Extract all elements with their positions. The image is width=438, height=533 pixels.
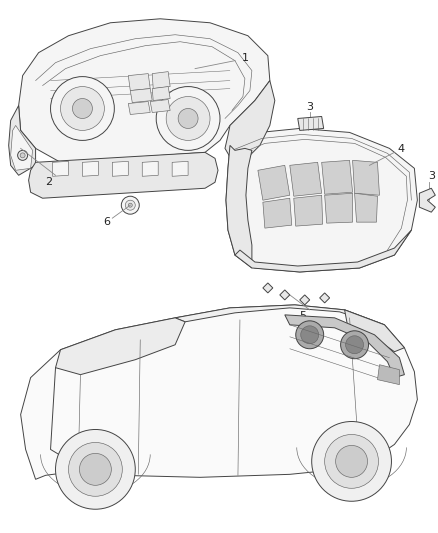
Text: 4: 4 (398, 144, 405, 155)
Polygon shape (152, 86, 170, 101)
Polygon shape (285, 315, 404, 378)
Polygon shape (128, 101, 150, 115)
Text: 2: 2 (45, 177, 52, 187)
Circle shape (128, 203, 132, 207)
Polygon shape (112, 161, 128, 176)
Polygon shape (294, 195, 323, 226)
Polygon shape (258, 165, 290, 200)
Polygon shape (9, 106, 35, 175)
Polygon shape (150, 100, 170, 112)
Text: 3: 3 (428, 171, 435, 181)
Polygon shape (226, 146, 252, 268)
Circle shape (296, 321, 324, 349)
Text: 5: 5 (299, 311, 306, 321)
Polygon shape (128, 74, 150, 91)
Circle shape (60, 86, 104, 131)
Polygon shape (378, 365, 399, 385)
Polygon shape (82, 161, 99, 176)
Polygon shape (355, 193, 378, 222)
Circle shape (18, 150, 28, 160)
Circle shape (178, 109, 198, 128)
Polygon shape (263, 198, 292, 228)
Polygon shape (320, 293, 330, 303)
Circle shape (20, 153, 25, 158)
Circle shape (50, 77, 114, 140)
Polygon shape (353, 160, 379, 195)
Circle shape (156, 86, 220, 150)
Polygon shape (345, 310, 404, 352)
Circle shape (325, 434, 378, 488)
Circle shape (56, 430, 135, 509)
Circle shape (125, 200, 135, 210)
Circle shape (341, 331, 368, 359)
Polygon shape (152, 71, 170, 88)
Polygon shape (130, 88, 152, 102)
Circle shape (72, 99, 92, 118)
Circle shape (301, 326, 319, 344)
Polygon shape (142, 161, 158, 176)
Circle shape (312, 422, 392, 501)
Text: 1: 1 (241, 53, 248, 63)
Polygon shape (56, 318, 185, 375)
Polygon shape (172, 161, 188, 176)
Circle shape (166, 96, 210, 140)
Polygon shape (419, 188, 435, 212)
Polygon shape (11, 125, 32, 171)
Polygon shape (226, 128, 417, 272)
Polygon shape (235, 230, 411, 272)
Circle shape (336, 446, 367, 478)
Polygon shape (280, 290, 290, 300)
Text: 6: 6 (103, 217, 110, 227)
Polygon shape (300, 295, 310, 305)
Polygon shape (53, 161, 68, 176)
Polygon shape (290, 163, 321, 196)
Circle shape (346, 336, 364, 354)
Circle shape (79, 454, 111, 486)
Polygon shape (175, 305, 385, 325)
Polygon shape (28, 152, 218, 198)
Polygon shape (263, 283, 273, 293)
Circle shape (121, 196, 139, 214)
Polygon shape (325, 193, 353, 223)
Polygon shape (21, 305, 417, 479)
Polygon shape (19, 19, 270, 163)
Polygon shape (321, 160, 353, 194)
Polygon shape (298, 117, 324, 131)
Text: 3: 3 (306, 101, 313, 111)
Circle shape (68, 442, 122, 496)
Polygon shape (225, 80, 275, 160)
